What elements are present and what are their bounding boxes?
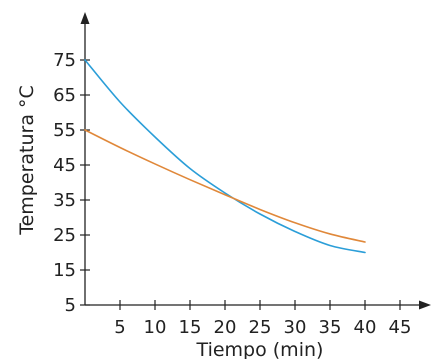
x-tick-label-5: 5 — [114, 317, 125, 338]
x-tick-label-45: 45 — [389, 317, 412, 338]
y-tick-label-45: 45 — [53, 155, 76, 176]
y-tick-label-75: 75 — [53, 50, 76, 71]
y-tick-label-35: 35 — [53, 190, 76, 211]
series-line-2 — [84, 129, 366, 243]
x-tick-label-15: 15 — [179, 317, 202, 338]
x-tick-label-25: 25 — [249, 317, 272, 338]
series-lines — [84, 59, 366, 254]
x-tick-label-20: 20 — [214, 317, 237, 338]
y-tick-label-25: 25 — [53, 225, 76, 246]
x-tick-label-10: 10 — [144, 317, 167, 338]
x-axis-arrow — [419, 300, 431, 310]
y-ticks: 5 15 25 35 45 55 65 75 — [53, 50, 90, 316]
y-tick-label-5: 5 — [65, 295, 76, 316]
x-axis-title: Tiempo (min) — [196, 339, 324, 359]
y-tick-label-55: 55 — [53, 120, 76, 141]
y-axis-title: Temperatura °C — [16, 85, 38, 236]
x-tick-label-30: 30 — [284, 317, 307, 338]
axes — [80, 12, 431, 310]
x-tick-label-35: 35 — [319, 317, 342, 338]
x-ticks: 5 10 15 20 25 30 35 40 45 — [114, 300, 411, 338]
series-line-1 — [84, 59, 366, 254]
x-tick-label-40: 40 — [354, 317, 377, 338]
y-tick-label-65: 65 — [53, 85, 76, 106]
y-tick-label-15: 15 — [53, 260, 76, 281]
y-axis-arrow — [80, 12, 90, 24]
